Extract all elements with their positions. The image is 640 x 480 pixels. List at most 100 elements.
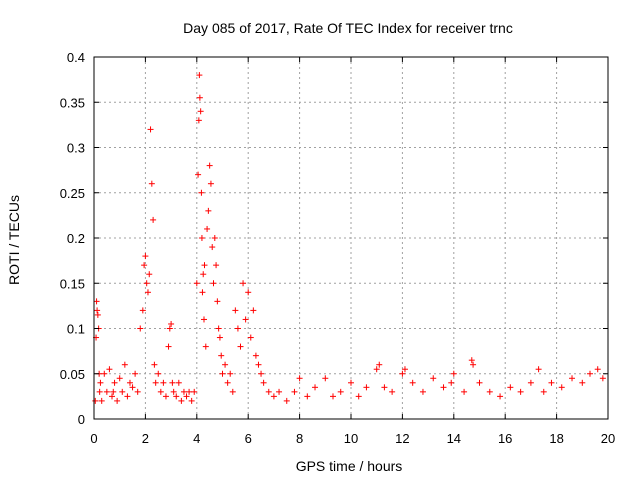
data-point xyxy=(141,262,148,269)
data-point xyxy=(151,361,158,368)
x-tick-label: 8 xyxy=(296,431,303,446)
data-point xyxy=(103,388,110,395)
data-point xyxy=(389,388,396,395)
data-point xyxy=(497,393,504,400)
x-tick-label: 6 xyxy=(245,431,252,446)
data-point xyxy=(486,388,493,395)
data-point xyxy=(242,316,249,323)
data-point xyxy=(224,379,231,386)
y-tick-label: 0.2 xyxy=(67,231,85,246)
data-point xyxy=(558,384,565,391)
scatter-marks xyxy=(92,72,606,404)
data-point xyxy=(94,307,101,314)
data-point xyxy=(147,126,154,133)
y-tick-labels: 0 0.05 0.1 0.15 0.2 0.25 0.3 0.35 0.4 xyxy=(60,50,85,427)
data-point xyxy=(200,271,207,278)
data-point xyxy=(216,334,223,341)
data-point xyxy=(312,384,319,391)
x-tick-labels: 0 2 4 6 8 10 12 14 16 18 20 xyxy=(90,431,615,446)
data-point xyxy=(202,343,209,350)
y-tick-label: 0.3 xyxy=(67,141,85,156)
data-point xyxy=(440,384,447,391)
data-point xyxy=(594,366,601,373)
data-point xyxy=(92,397,99,404)
y-tick-label: 0.05 xyxy=(60,367,85,382)
data-point xyxy=(191,388,198,395)
data-point xyxy=(199,289,206,296)
data-point xyxy=(205,207,212,214)
data-point xyxy=(450,370,457,377)
x-tick-label: 0 xyxy=(90,431,97,446)
data-point xyxy=(229,388,236,395)
data-point xyxy=(247,334,254,341)
data-point xyxy=(132,370,139,377)
x-tick-label: 20 xyxy=(601,431,615,446)
data-point xyxy=(142,253,149,260)
data-point xyxy=(97,379,104,386)
data-point xyxy=(215,325,222,332)
data-point xyxy=(183,393,190,400)
data-point xyxy=(152,379,159,386)
x-tick-label: 14 xyxy=(447,431,461,446)
data-point xyxy=(210,280,217,287)
grid-layer xyxy=(94,57,608,419)
data-point xyxy=(119,388,126,395)
data-point xyxy=(240,280,247,287)
data-point xyxy=(569,375,576,382)
data-point xyxy=(517,388,524,395)
x-tick-label: 16 xyxy=(498,431,512,446)
data-point xyxy=(157,388,164,395)
y-tick-label: 0.4 xyxy=(67,50,85,65)
data-point xyxy=(470,361,477,368)
data-point xyxy=(150,216,157,223)
data-point xyxy=(599,375,606,382)
data-point xyxy=(188,397,195,404)
data-point xyxy=(165,343,172,350)
data-point xyxy=(196,94,203,101)
data-point xyxy=(201,262,208,269)
data-point xyxy=(198,189,205,196)
data-point xyxy=(195,117,202,124)
data-point xyxy=(579,379,586,386)
data-point xyxy=(218,352,225,359)
data-point xyxy=(535,366,542,373)
data-point xyxy=(234,325,241,332)
data-point xyxy=(237,343,244,350)
data-point xyxy=(363,384,370,391)
data-point xyxy=(186,388,193,395)
data-point xyxy=(211,235,218,241)
data-point xyxy=(197,108,204,115)
data-point xyxy=(106,366,113,373)
data-point xyxy=(134,388,141,395)
data-point xyxy=(110,388,117,395)
data-point xyxy=(461,388,468,395)
y-tick-label: 0.25 xyxy=(60,186,85,201)
x-tick-label: 18 xyxy=(549,431,563,446)
y-axis-label: ROTI / TECUs xyxy=(6,195,22,285)
data-point xyxy=(196,72,203,79)
data-point xyxy=(93,298,100,305)
data-point xyxy=(337,388,344,395)
data-point xyxy=(540,388,547,395)
data-point xyxy=(114,397,121,404)
data-point xyxy=(476,379,483,386)
data-point xyxy=(180,388,187,395)
y-tick-label: 0.1 xyxy=(67,322,85,337)
y-tick-label: 0 xyxy=(78,412,85,427)
data-point xyxy=(200,316,207,323)
data-point xyxy=(116,375,123,382)
data-point xyxy=(162,393,169,400)
data-point xyxy=(355,393,362,400)
data-point xyxy=(232,307,239,314)
data-point xyxy=(169,379,176,386)
data-point xyxy=(96,388,103,395)
data-point xyxy=(111,379,118,386)
data-point xyxy=(419,388,426,395)
x-tick-label: 10 xyxy=(344,431,358,446)
x-tick-label: 2 xyxy=(142,431,149,446)
data-point xyxy=(250,307,257,314)
data-point xyxy=(207,180,214,187)
data-point xyxy=(173,393,180,400)
data-point xyxy=(206,162,213,169)
